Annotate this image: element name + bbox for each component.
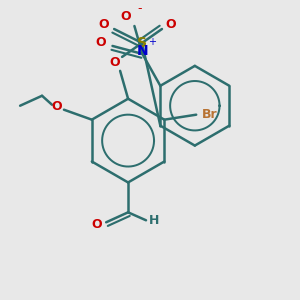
Text: -: - bbox=[137, 2, 142, 15]
Text: H: H bbox=[149, 214, 159, 227]
Text: S: S bbox=[137, 36, 147, 50]
Text: N: N bbox=[136, 44, 148, 58]
Text: Br: Br bbox=[202, 108, 218, 121]
Text: O: O bbox=[91, 218, 101, 231]
Text: O: O bbox=[166, 17, 176, 31]
Text: O: O bbox=[99, 17, 110, 31]
Text: +: + bbox=[148, 37, 156, 47]
Text: O: O bbox=[120, 10, 131, 22]
Text: O: O bbox=[110, 56, 120, 69]
Text: O: O bbox=[95, 37, 106, 50]
Text: O: O bbox=[52, 100, 62, 113]
